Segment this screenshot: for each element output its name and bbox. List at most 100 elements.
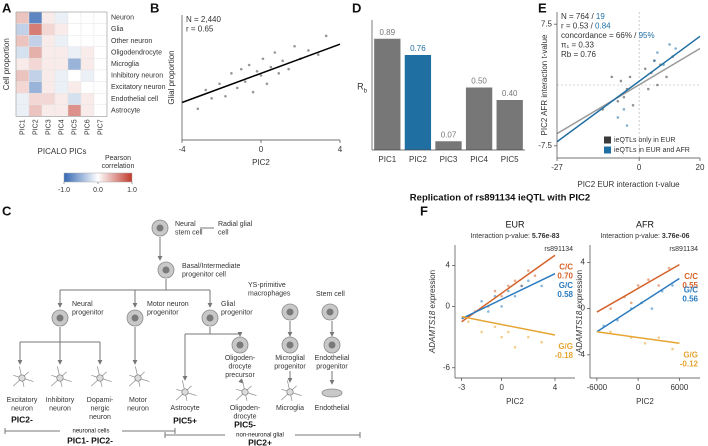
heat-cell	[15, 35, 30, 48]
point	[493, 325, 497, 329]
row-label: Neuron	[111, 15, 134, 22]
heat-cell	[80, 104, 95, 117]
annotation: PIC2+	[248, 437, 272, 446]
point	[210, 97, 213, 100]
genotype-label: G/G	[558, 342, 573, 351]
legend-swatch	[604, 146, 611, 154]
panel-label: C	[2, 203, 12, 218]
node-label: Motor neuron	[147, 301, 189, 308]
row-label: Other neuron	[111, 38, 152, 45]
point	[671, 347, 674, 351]
heat-cell	[15, 104, 30, 117]
value-label: 0.07	[441, 130, 457, 139]
bar	[496, 100, 523, 150]
soma	[96, 374, 104, 382]
legend-swatch	[604, 136, 611, 144]
fit-line	[181, 43, 341, 104]
x-label: PIC2	[506, 397, 524, 406]
node-label: nergic	[90, 405, 110, 412]
point	[667, 266, 671, 270]
stat-line-part: 0.84	[595, 22, 611, 31]
point	[622, 108, 626, 111]
node-label: Excitatory	[7, 397, 38, 404]
panel-f-title: Replication of rs891134 ieQTL with PIC2	[410, 193, 590, 204]
point	[316, 53, 320, 56]
heat-cell	[93, 92, 108, 105]
nucleus	[162, 266, 170, 274]
x-tick-label: PIC4	[470, 155, 488, 164]
soma	[181, 388, 189, 396]
stat-line-part: N = 764 /	[561, 12, 596, 21]
node-label: Motor	[129, 397, 148, 404]
point	[265, 82, 269, 86]
heat-cell	[28, 35, 43, 48]
heat-cell	[15, 58, 30, 71]
col-label: PIC5	[71, 119, 78, 135]
point	[287, 67, 290, 71]
heat-border	[15, 11, 108, 117]
nucleus	[286, 308, 294, 316]
genotype-label: G/C	[684, 286, 698, 295]
point	[324, 34, 328, 38]
point	[281, 59, 285, 63]
stat-line: concordance = 66% / 95%	[561, 31, 655, 40]
annotation: PIC2-	[11, 414, 33, 424]
point	[513, 294, 517, 298]
heat-cell	[54, 11, 69, 24]
value-label: 0.40	[502, 89, 518, 98]
x-label: PIC2	[636, 397, 654, 406]
node-label: neuron	[127, 405, 149, 412]
heat-cell	[80, 23, 95, 36]
node-label: Astrocyte	[170, 405, 199, 412]
col-label: PIC6	[84, 119, 91, 135]
node-label: precursor	[225, 372, 255, 379]
y-tick-label: 4	[581, 257, 586, 266]
soma	[134, 374, 142, 382]
beta-label: -0.12	[680, 359, 699, 368]
heat-cell	[80, 69, 95, 82]
legend-label: ieQTLs only in EUR	[614, 137, 675, 144]
y-label: ADAMTS18 expression	[428, 270, 437, 354]
heat-cell	[54, 69, 69, 82]
value-label: 0.89	[380, 28, 396, 37]
point	[243, 80, 247, 83]
y-tick-label: 4	[446, 261, 451, 270]
endothelial-icon	[321, 388, 343, 398]
annotation: PIC5+	[173, 415, 197, 425]
nucleus	[286, 341, 294, 349]
col-label: PIC4	[58, 119, 65, 135]
point	[513, 279, 517, 283]
row-label: Microglia	[111, 61, 139, 68]
heat-cell	[67, 23, 82, 36]
legend-title: rs891134	[669, 246, 698, 253]
x-tick-label: PIC1	[378, 155, 396, 164]
heat-cell	[28, 11, 43, 24]
point	[671, 284, 674, 287]
stat-line: π₁ = 0.33	[561, 41, 594, 50]
subplot-subtitle: Interaction p-value: 5.76e-83	[470, 233, 559, 240]
fit-line	[461, 315, 556, 336]
heat-cell	[93, 46, 108, 59]
heat-cell	[80, 92, 95, 105]
bar	[374, 38, 401, 150]
point	[507, 284, 510, 288]
nucleus	[206, 314, 214, 322]
value-label: 0.50	[471, 77, 487, 86]
point	[540, 340, 543, 344]
heat-cell	[54, 81, 69, 94]
stat-line-part: 95%	[639, 31, 655, 40]
point	[527, 335, 530, 339]
x-tick-label: PIC5	[501, 155, 519, 164]
x-label: PIC2 EUR interaction t-value	[577, 180, 680, 189]
subplot-subtitle: Interaction p-value: 3.76e-06	[600, 233, 689, 240]
node-label: Radial glial	[218, 221, 253, 228]
x-tick-label: 4	[553, 383, 558, 392]
point	[619, 79, 623, 83]
genotype-label: C/C	[684, 272, 698, 281]
stat-line: Rb = 0.76	[561, 50, 596, 59]
heat-cell	[54, 92, 69, 105]
heat-cell	[15, 46, 30, 59]
subplot-title: EUR	[505, 219, 525, 229]
fit-line	[461, 272, 556, 320]
node-label: YS-primitive	[248, 282, 286, 289]
